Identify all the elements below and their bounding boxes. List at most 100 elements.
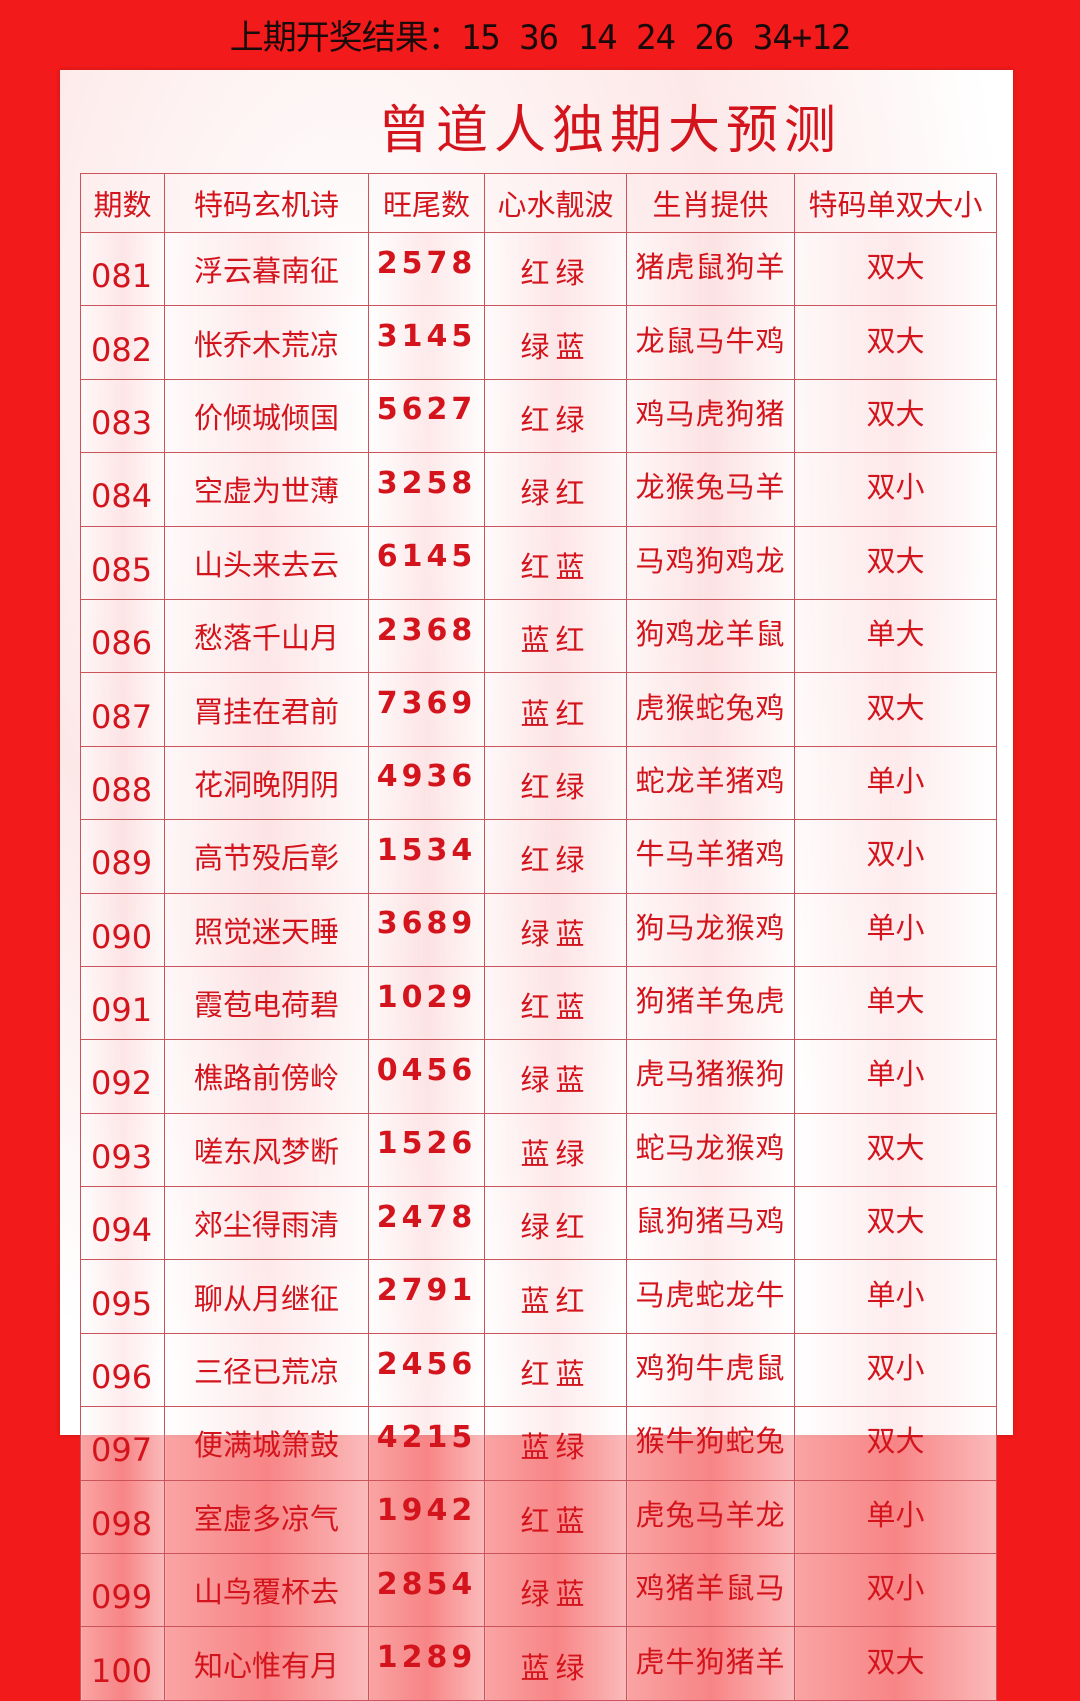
cell-tail-numbers: 2368: [368, 598, 485, 674]
cell-tail-numbers: 4215: [368, 1406, 485, 1481]
cell-zodiac: 狗马龙猴鸡: [626, 892, 795, 967]
table-row: 083 价倾城倾国 5627 红绿 鸡马虎狗猪 双大: [80, 378, 997, 454]
cell-wave-color: 红蓝: [484, 965, 627, 1041]
cell-odd-even-size: 双大: [794, 1186, 997, 1261]
cell-odd-even-size: 单小: [794, 1039, 997, 1114]
cell-issue: 100: [80, 1626, 165, 1701]
cell-poem: 高节殁后彰: [164, 819, 369, 894]
cell-zodiac: 猴牛狗蛇兔: [626, 1406, 795, 1481]
last-draw-result: 上期开奖结果：15 36 14 24 26 34+12: [0, 10, 1080, 59]
cell-odd-even-size: 双小: [794, 819, 997, 894]
table-row: 094 郊尘得雨清 2478 绿红 鼠狗猪马鸡 双大: [80, 1186, 997, 1261]
cell-wave-color: 蓝绿: [484, 1406, 627, 1481]
cell-poem: 郊尘得雨清: [164, 1186, 369, 1261]
cell-zodiac: 虎兔马羊龙: [626, 1479, 795, 1555]
cell-issue: 087: [80, 672, 165, 747]
cell-odd-even-size: 双大: [794, 378, 997, 454]
cell-issue: 092: [80, 1039, 165, 1114]
column-header-zodiac: 生肖提供: [626, 173, 795, 233]
cell-tail-numbers: 2456: [368, 1332, 485, 1408]
cell-wave-color: 蓝红: [484, 672, 627, 747]
cell-zodiac: 马虎蛇龙牛: [626, 1259, 795, 1334]
cell-odd-even-size: 单小: [794, 1479, 997, 1555]
cell-poem: 空虚为世薄: [164, 452, 369, 527]
cell-odd-even-size: 双小: [794, 1332, 997, 1408]
cell-issue: 095: [80, 1259, 165, 1334]
column-header-wave-color: 心水靓波: [484, 173, 627, 233]
table-row: 082 怅乔木荒凉 3145 绿蓝 龙鼠马牛鸡 双大: [80, 305, 997, 380]
cell-odd-even-size: 单大: [794, 965, 997, 1041]
cell-wave-color: 蓝绿: [484, 1112, 627, 1188]
cell-zodiac: 狗鸡龙羊鼠: [626, 598, 795, 674]
table-row: 086 愁落千山月 2368 蓝红 狗鸡龙羊鼠 单大: [80, 598, 997, 674]
cell-tail-numbers: 1029: [368, 965, 485, 1041]
cell-odd-even-size: 单小: [794, 892, 997, 967]
cell-tail-numbers: 2854: [368, 1553, 485, 1628]
cell-tail-numbers: 7369: [368, 672, 485, 747]
cell-poem: 山头来去云: [164, 525, 369, 600]
table-row: 087 罥挂在君前 7369 蓝红 虎猴蛇兔鸡 双大: [80, 672, 997, 747]
cell-issue: 098: [80, 1479, 165, 1555]
cell-odd-even-size: 双小: [794, 452, 997, 527]
cell-odd-even-size: 单小: [794, 745, 997, 821]
cell-poem: 罥挂在君前: [164, 672, 369, 747]
cell-odd-even-size: 双大: [794, 1626, 997, 1701]
table-header: 期数 特码玄机诗 旺尾数 心水靓波 生肖提供 特码单双大小: [80, 173, 997, 233]
cell-poem: 山鸟覆杯去: [164, 1553, 369, 1628]
cell-odd-even-size: 单小: [794, 1259, 997, 1334]
table-row: 092 樵路前傍岭 0456 绿蓝 虎马猪猴狗 单小: [80, 1039, 997, 1114]
cell-odd-even-size: 双大: [794, 525, 997, 600]
cell-wave-color: 绿蓝: [484, 1553, 627, 1628]
cell-zodiac: 虎马猪猴狗: [626, 1039, 795, 1114]
cell-poem: 知心惟有月: [164, 1626, 369, 1701]
cell-zodiac: 鸡猪羊鼠马: [626, 1553, 795, 1628]
cell-zodiac: 蛇马龙猴鸡: [626, 1112, 795, 1188]
column-header-poem: 特码玄机诗: [164, 173, 369, 233]
last-draw-label: 上期开奖结果：: [229, 18, 462, 58]
cell-wave-color: 蓝红: [484, 598, 627, 674]
cell-odd-even-size: 双大: [794, 305, 997, 380]
cell-tail-numbers: 1526: [368, 1112, 485, 1188]
cell-poem: 花洞晚阴阴: [164, 745, 369, 821]
prediction-table: 期数 特码玄机诗 旺尾数 心水靓波 生肖提供 特码单双大小 081 浮云暮南征 2578 红绿猪…: [80, 173, 997, 1701]
cell-wave-color: 红绿: [484, 819, 627, 894]
cell-tail-numbers: 6145: [368, 525, 485, 600]
cell-issue: 086: [80, 598, 165, 674]
cell-zodiac: 鼠狗猪马鸡: [626, 1186, 795, 1261]
cell-odd-even-size: 双大: [794, 1112, 997, 1188]
cell-zodiac: 龙鼠马牛鸡: [626, 305, 795, 380]
cell-issue: 097: [80, 1406, 165, 1481]
cell-wave-color: 绿红: [484, 452, 627, 527]
cell-wave-color: 红蓝: [484, 525, 627, 600]
cell-tail-numbers: 1942: [368, 1479, 485, 1555]
column-header-odd-even-size: 特码单双大小: [794, 173, 997, 233]
cell-issue: 096: [80, 1332, 165, 1408]
cell-poem: 樵路前傍岭: [164, 1039, 369, 1114]
cell-zodiac: 龙猴兔马羊: [626, 452, 795, 527]
cell-issue: 093: [80, 1112, 165, 1188]
cell-poem: 霞苞电荷碧: [164, 965, 369, 1041]
cell-issue: 099: [80, 1553, 165, 1628]
cell-tail-numbers: 2578: [368, 231, 485, 307]
table-row: 088 花洞晚阴阴 4936 红绿 蛇龙羊猪鸡 单小: [80, 745, 997, 821]
cell-odd-even-size: 双大: [794, 1406, 997, 1481]
cell-wave-color: 绿红: [484, 1186, 627, 1261]
cell-issue: 085: [80, 525, 165, 600]
table-row: 096 三径已荒凉 2456 红蓝 鸡狗牛虎鼠 双小: [80, 1332, 997, 1408]
cell-tail-numbers: 5627: [368, 378, 485, 454]
cell-tail-numbers: 2791: [368, 1259, 485, 1334]
cell-poem: 价倾城倾国: [164, 378, 369, 454]
cell-wave-color: 绿蓝: [484, 305, 627, 380]
cell-wave-color: 蓝绿: [484, 1626, 627, 1701]
cell-issue: 090: [80, 892, 165, 967]
cell-issue: 084: [80, 452, 165, 527]
table-row: 098 室虚多凉气 1942 红蓝 虎兔马羊龙 单小: [80, 1479, 997, 1555]
cell-wave-color: 红蓝: [484, 1479, 627, 1555]
table-row: 084 空虚为世薄 3258 绿红 龙猴兔马羊 双小: [80, 452, 997, 527]
cell-issue: 082: [80, 305, 165, 380]
last-draw-numbers: 15 36 14 24 26 34+12: [460, 18, 851, 58]
cell-zodiac: 猪虎鼠狗羊: [626, 231, 795, 307]
cell-zodiac: 虎猴蛇兔鸡: [626, 672, 795, 747]
cell-wave-color: 绿蓝: [484, 892, 627, 967]
cell-issue: 088: [80, 745, 165, 821]
